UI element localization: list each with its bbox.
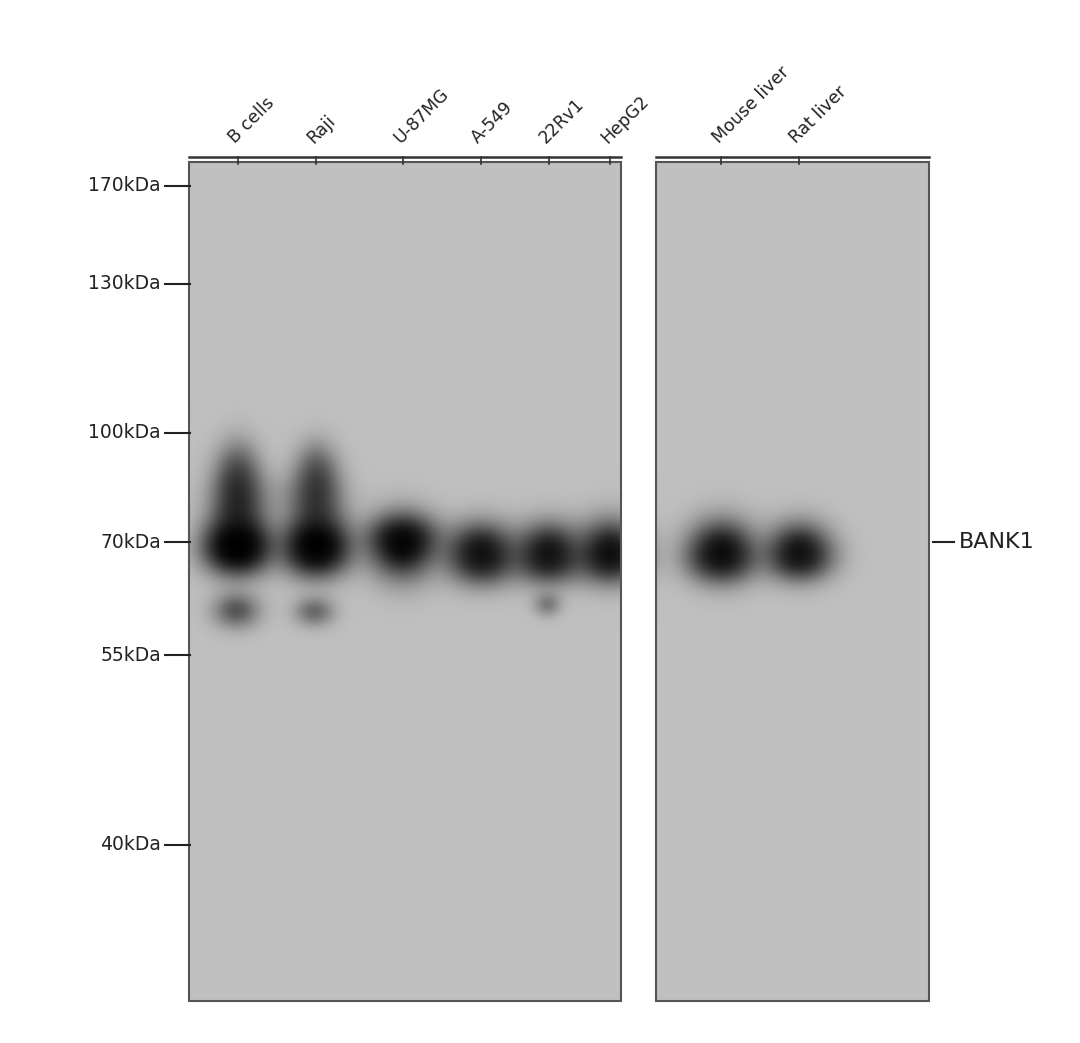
Text: 22Rv1: 22Rv1 [536, 95, 588, 147]
Text: B cells: B cells [225, 94, 278, 147]
Text: 70kDa: 70kDa [100, 533, 161, 552]
Text: HepG2: HepG2 [597, 92, 652, 147]
Text: Mouse liver: Mouse liver [708, 64, 793, 147]
Text: A-549: A-549 [468, 98, 516, 147]
Text: Rat liver: Rat liver [786, 82, 851, 147]
Text: 100kDa: 100kDa [89, 423, 161, 442]
Text: 55kDa: 55kDa [100, 646, 161, 664]
Text: U-87MG: U-87MG [390, 86, 453, 147]
Text: 40kDa: 40kDa [100, 835, 161, 854]
Text: 130kDa: 130kDa [89, 274, 161, 293]
Text: BANK1: BANK1 [959, 532, 1035, 553]
Text: Raji: Raji [303, 112, 339, 147]
Text: 170kDa: 170kDa [89, 176, 161, 195]
